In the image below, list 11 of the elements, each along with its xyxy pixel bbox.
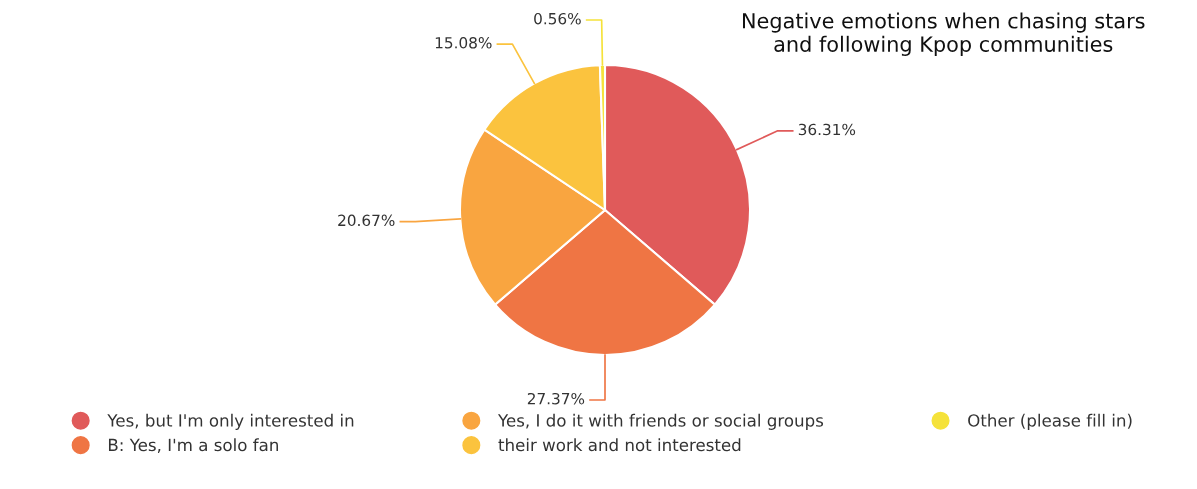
legend-label: Yes, but I'm only interested in — [107, 413, 354, 430]
legend-label: their work and not interested — [498, 438, 741, 452]
legend-label: B: Yes, I'm a solo fan — [108, 438, 278, 453]
data-label: 20.67% — [338, 214, 395, 227]
data-label: 15.08% — [435, 36, 492, 49]
text: Negative emotions when chasing stars and following Kpop communities — [743, 12, 1145, 56]
data-label: 27.37% — [527, 392, 585, 405]
data-label: 36.31% — [798, 123, 856, 136]
legend-label: Yes, I do it with friends or social groups — [497, 413, 824, 430]
legend-label: Other (please fill in) — [968, 413, 1132, 430]
data-label: 0.56% — [534, 12, 581, 25]
